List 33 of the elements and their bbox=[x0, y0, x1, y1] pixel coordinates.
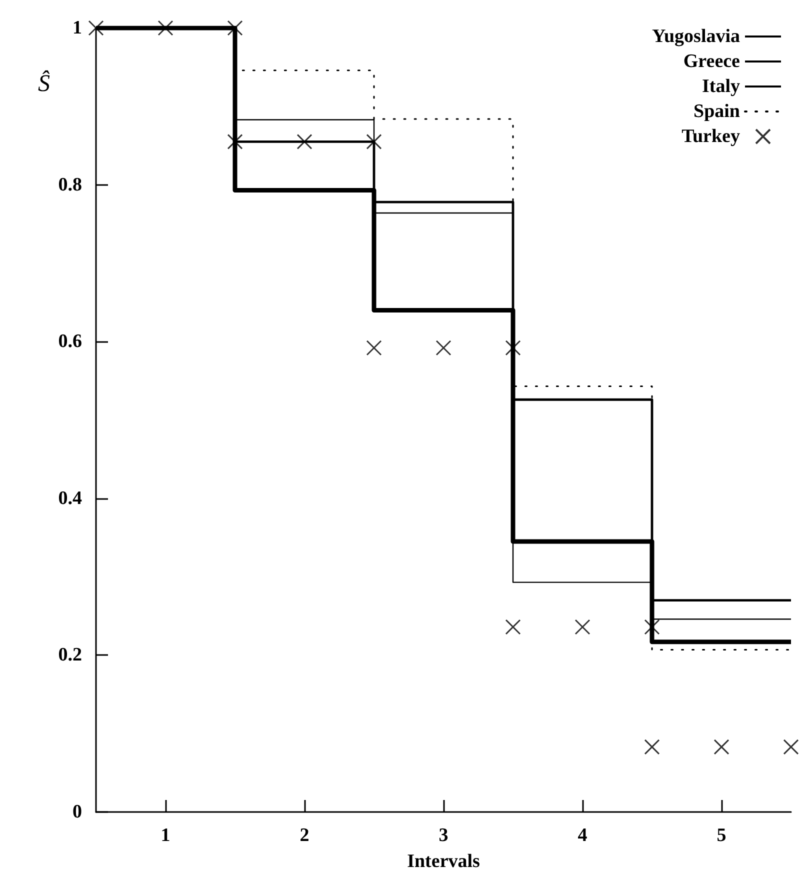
legend-label: Spain bbox=[694, 101, 740, 122]
y-tick-label: 0.8 bbox=[58, 174, 82, 196]
point bbox=[227, 134, 243, 150]
y-axis-title: Ŝ bbox=[38, 70, 50, 97]
x-tick-label: 1 bbox=[160, 825, 170, 846]
x-tick-label: 3 bbox=[438, 825, 448, 846]
y-tick-label: 1 bbox=[72, 18, 82, 38]
legend-label: Turkey bbox=[682, 126, 740, 147]
point bbox=[296, 134, 312, 150]
x-tick-label: 2 bbox=[300, 825, 310, 846]
legend-label: Greece bbox=[683, 51, 740, 72]
x-axis-title: Intervals bbox=[407, 851, 480, 872]
point bbox=[227, 20, 243, 36]
point bbox=[366, 134, 382, 150]
legend-label: Yugoslavia bbox=[652, 26, 740, 47]
y-tick-label: 0.4 bbox=[58, 488, 82, 509]
x-tick-label: 5 bbox=[716, 825, 726, 846]
point bbox=[644, 619, 660, 635]
y-tick-label: 0.2 bbox=[58, 644, 82, 666]
point bbox=[714, 739, 730, 755]
point bbox=[88, 20, 104, 36]
point bbox=[436, 340, 452, 356]
point bbox=[158, 20, 174, 36]
point bbox=[505, 340, 521, 356]
point bbox=[505, 619, 521, 635]
y-tick-label: 0 bbox=[72, 802, 82, 822]
point bbox=[644, 739, 660, 755]
x-tick-label: 4 bbox=[578, 825, 588, 846]
legend-label: Italy bbox=[702, 76, 740, 97]
y-tick-label: 0.6 bbox=[58, 331, 82, 352]
point bbox=[366, 340, 382, 356]
point bbox=[783, 739, 799, 755]
point bbox=[574, 619, 590, 635]
